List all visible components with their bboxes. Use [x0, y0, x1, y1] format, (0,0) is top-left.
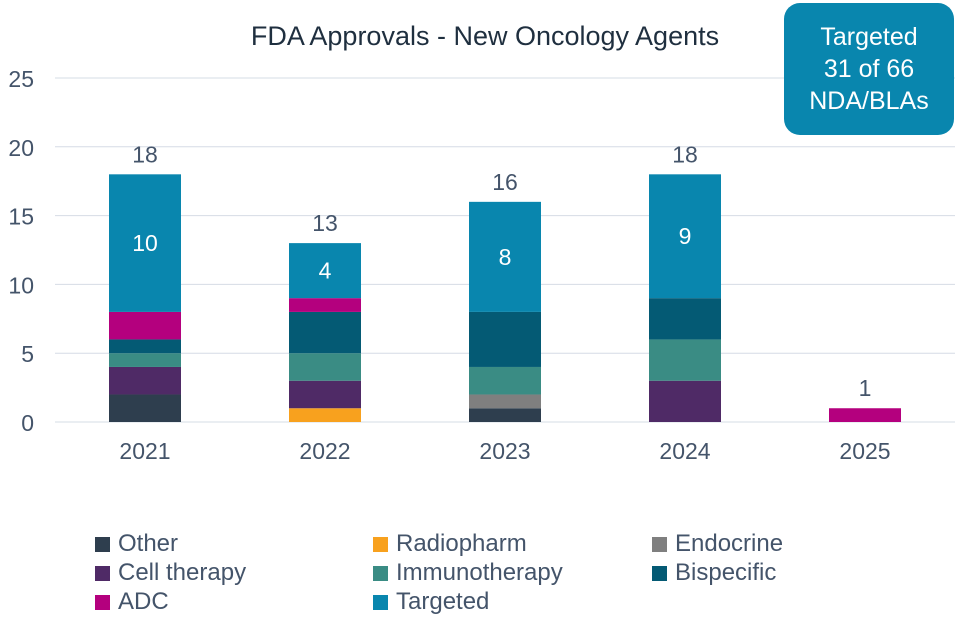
segment-label-2022: 4 [319, 258, 332, 284]
y-tick-label: 5 [21, 341, 34, 367]
y-tick-label: 15 [8, 204, 34, 230]
legend-swatch [95, 594, 110, 610]
legend-swatch [652, 536, 667, 552]
bar-segment-other-2021 [109, 394, 181, 422]
y-tick-label: 20 [8, 135, 34, 161]
x-axis-ticks: 2021 2022 2023 2024 2025 [119, 438, 890, 464]
total-label-2021: 18 [132, 141, 158, 167]
chart-title: FDA Approvals - New Oncology Agents [251, 21, 719, 51]
legend-label: Immunotherapy [396, 559, 563, 586]
data-labels: 10 18 4 13 8 16 9 18 1 [132, 141, 871, 401]
total-label-2025: 1 [859, 375, 872, 401]
legend-swatch [373, 594, 388, 610]
legend-label: Other [118, 530, 179, 557]
legend-item-bispecific: Bispecific [652, 559, 776, 587]
legend-swatch [95, 536, 110, 552]
x-tick-label-2023: 2023 [479, 438, 530, 464]
legend-label: Cell therapy [118, 559, 247, 586]
bars [109, 174, 901, 422]
bar-segment-adc-2025 [829, 408, 901, 422]
legend-swatch [373, 565, 388, 581]
segment-label-2021: 10 [132, 230, 158, 256]
callout-line-1: Targeted [820, 23, 918, 51]
legend-label: Radiopharm [396, 530, 527, 557]
legend-item-radiopharm: Radiopharm [373, 530, 527, 558]
segment-label-2024: 9 [679, 223, 692, 249]
legend-swatch [373, 536, 388, 552]
y-axis-ticks: 0 5 10 15 20 25 [8, 66, 34, 436]
bar-segment-immunotherapy-2024 [649, 339, 721, 381]
legend-label: Endocrine [675, 530, 784, 557]
bar-segment-cell-therapy-2021 [109, 366, 181, 395]
callout-line-2: 31 of 66 [823, 55, 915, 83]
bar-segment-targeted-2022 [289, 243, 361, 299]
targeted-callout-box: Targeted 31 of 66 NDA/BLAs [784, 3, 954, 135]
y-tick-label: 10 [8, 272, 34, 298]
callout-line-3: NDA/BLAs [809, 87, 929, 115]
legend-item-other: Other [95, 530, 178, 558]
legend-item-immunotherapy: Immunotherapy [373, 559, 563, 587]
x-tick-label-2024: 2024 [659, 438, 710, 464]
y-tick-label: 25 [8, 66, 34, 92]
bar-segment-radiopharm-2022 [289, 408, 361, 422]
bar-segment-immunotherapy-2023 [469, 366, 541, 395]
bar-segment-bispecific-2021 [109, 339, 181, 354]
bar-segment-bispecific-2024 [649, 298, 721, 340]
y-tick-label: 0 [21, 410, 34, 436]
x-tick-label-2021: 2021 [119, 438, 170, 464]
x-tick-label-2025: 2025 [839, 438, 890, 464]
bar-segment-bispecific-2022 [289, 311, 361, 354]
bar-segment-cell-therapy-2022 [289, 380, 361, 409]
legend-item-adc: ADC [95, 588, 169, 616]
bar-segment-other-2023 [469, 408, 541, 422]
legend-item-endocrine: Endocrine [652, 530, 783, 558]
bar-segment-targeted-2021 [109, 174, 181, 312]
legend-label: ADC [118, 588, 169, 615]
legend-label: Targeted [396, 588, 490, 615]
x-tick-label-2022: 2022 [299, 438, 350, 464]
total-label-2022: 13 [312, 210, 338, 236]
total-label-2024: 18 [672, 141, 698, 167]
bar-segment-targeted-2023 [469, 201, 541, 312]
segment-label-2023: 8 [499, 244, 512, 270]
bar-segment-bispecific-2023 [469, 311, 541, 367]
bar-segment-immunotherapy-2022 [289, 353, 361, 381]
bar-segment-endocrine-2023 [469, 394, 541, 409]
legend-item-targeted: Targeted [373, 588, 489, 616]
bar-segment-targeted-2024 [649, 174, 721, 299]
legend-swatch [652, 565, 667, 581]
total-label-2023: 16 [492, 169, 518, 195]
bar-segment-adc-2021 [109, 311, 181, 340]
bar-segment-cell-therapy-2024 [649, 380, 721, 422]
legend-label: Bispecific [675, 559, 777, 586]
bar-segment-immunotherapy-2021 [109, 353, 181, 367]
legend-swatch [95, 565, 110, 581]
bar-segment-adc-2022 [289, 298, 361, 312]
legend-item-cell-therapy: Cell therapy [95, 559, 246, 587]
